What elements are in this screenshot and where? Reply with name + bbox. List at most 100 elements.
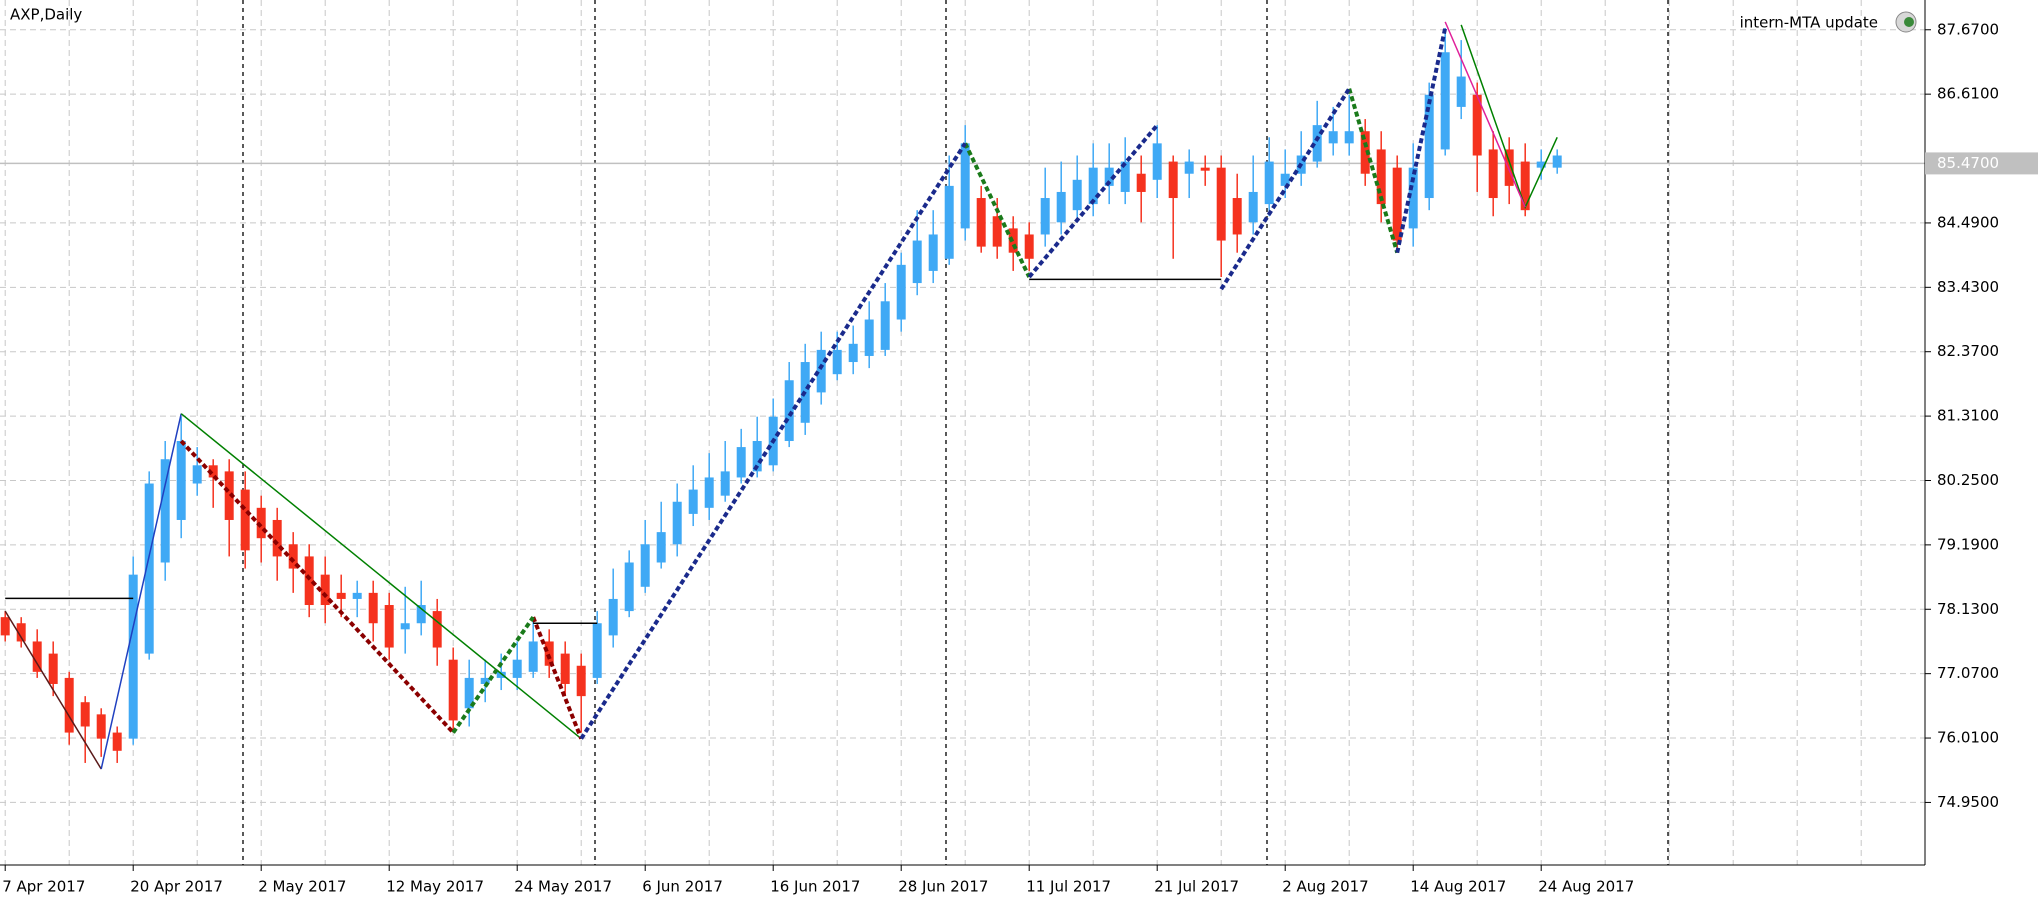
y-tick-label: 78.1300 [1937,600,1999,618]
x-tick-label: 2 Aug 2017 [1282,878,1369,896]
y-tick-label: 86.6100 [1937,85,1999,103]
candle-body [1120,161,1130,192]
candle-body [1168,161,1178,199]
candle-body [1408,167,1418,229]
annotation: intern-MTA update [1740,14,1878,32]
candle-body [1104,167,1114,186]
current-price-label: 85.4700 [1937,154,1999,172]
candle-body [656,532,666,563]
axes: 87.6700 86.6100 84.4900 83.4300 82.3700 81.31… [2,20,2038,896]
candle-body [1488,149,1498,199]
candle-body [1520,161,1530,211]
y-tick-label: 83.4300 [1937,278,1999,296]
y-tick-label: 84.4900 [1937,213,1999,231]
candle-body [816,349,826,393]
icon-dot [1904,17,1914,27]
candle-body [704,477,714,508]
candle-body [592,623,602,678]
candle-body [960,143,970,229]
candle-body [1136,173,1146,192]
candle-body [1264,161,1274,205]
candle-body [1536,161,1546,168]
candle-body [512,659,522,678]
candle-body [432,611,442,648]
x-tick-label: 14 Aug 2017 [1410,878,1506,896]
candle-body [944,185,954,259]
expert-icon[interactable] [1895,11,1917,33]
candle-body [624,562,634,612]
candle-body [320,574,330,606]
candle-body [1216,167,1226,241]
candle-body [688,489,698,514]
overlay-line [579,142,967,740]
candle-body [1024,234,1034,259]
candle-body [464,677,474,709]
period-separators [242,0,1669,865]
x-tick-label: 6 Jun 2017 [642,878,723,896]
candle-body [1440,52,1450,150]
current-price-box [1925,152,2038,175]
candle-body [80,702,90,727]
candle-body [1472,94,1482,156]
candle-body [832,349,842,375]
candle-body [240,489,250,551]
overlay-line [100,413,182,770]
overlay-line [1395,27,1448,254]
candle-body [976,198,986,247]
candle-body [720,471,730,496]
x-tick-label: 2 May 2017 [258,878,346,896]
candle-body [848,343,858,363]
candle-body [480,677,490,684]
candle-body [288,544,298,569]
candle-body [304,556,314,606]
candle-body [784,380,794,442]
candle-body [160,459,170,563]
candle-body [96,714,106,739]
overlay-line [531,616,584,740]
x-tick-label: 21 Jul 2017 [1154,878,1239,896]
overlay-line [1444,21,1526,208]
overlay-line [1027,123,1159,279]
candle-body [1056,191,1066,223]
candle-body [208,465,218,478]
plot [0,21,1925,770]
x-tick-label: 12 May 2017 [386,878,484,896]
candle-body [1424,94,1434,199]
candle-body [992,216,1002,247]
candle-body [496,671,506,678]
candle-body [272,519,282,557]
candle-body [544,641,554,666]
overlay-line [963,142,1032,278]
candle-body [864,319,874,356]
y-tick-label: 81.3100 [1937,407,1999,425]
candle-body [528,641,538,672]
candle-body [368,592,378,624]
overlay-line [180,413,582,740]
candle-body [1392,167,1402,241]
candle-body [256,507,266,539]
candle-body [48,653,58,684]
chart-title: AXP,Daily [10,6,82,24]
candle-body [1232,198,1242,235]
candle-body [1376,149,1386,205]
candle-body [400,623,410,630]
candle-body [16,623,26,642]
overlay-line [1347,88,1400,254]
candle-body [752,441,762,472]
y-tick-label: 77.0700 [1937,664,1999,682]
x-tick-label: 7 Apr 2017 [2,878,85,896]
candle-body [176,441,186,520]
y-tick-label: 87.6700 [1937,20,1999,38]
candle-body [1312,125,1322,162]
y-tick-label: 82.3700 [1937,342,1999,360]
candle-body [192,465,202,484]
candle-body [1328,131,1338,144]
candle-body [912,240,922,284]
x-tick-label: 24 Aug 2017 [1538,878,1634,896]
candle-body [128,574,138,739]
candle-body [576,665,586,697]
candle-body [1552,155,1562,168]
